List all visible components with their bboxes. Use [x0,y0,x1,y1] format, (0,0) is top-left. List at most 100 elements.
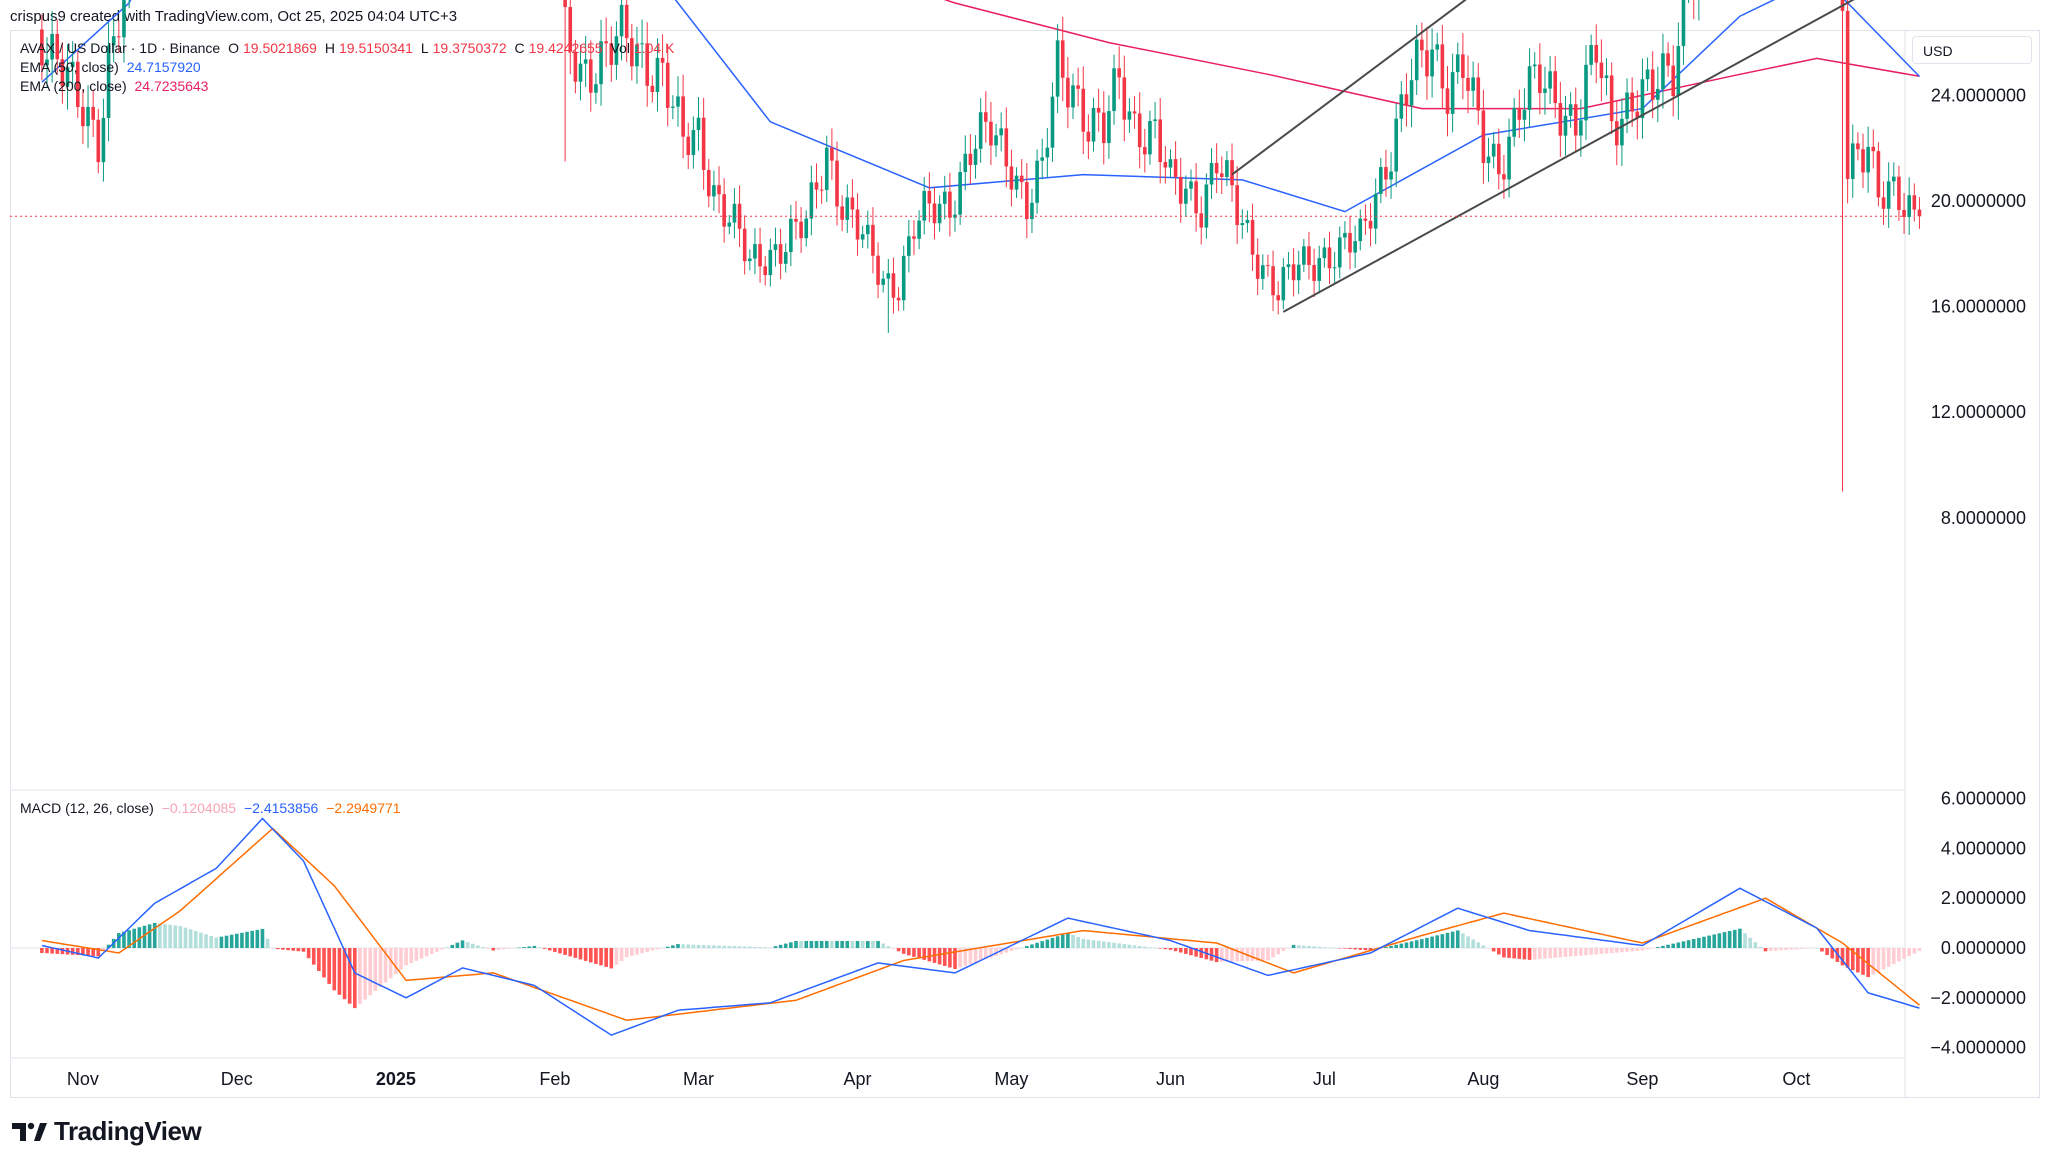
candle-body [1461,54,1465,78]
macd-histogram-bar [306,948,311,959]
macd-histogram-bar [491,948,496,951]
time-tick-label: Mar [683,1069,714,1089]
macd-histogram-bar [927,948,932,962]
macd-histogram-bar [122,931,126,948]
macd-histogram-bar [147,924,152,948]
candle-body [1496,143,1501,175]
macd-histogram-bar [1502,948,1506,958]
macd-histogram-bar [1861,948,1865,975]
macd-histogram-bar [1763,948,1768,952]
candle-body [1040,157,1045,161]
candle-body [1635,111,1640,119]
candle-body [1897,176,1901,210]
macd-histogram-bar [1548,948,1552,959]
macd-histogram-bar [799,941,803,948]
candle-body [1599,62,1604,79]
macd-histogram-bar [440,948,444,950]
legend-ema50-value: 24.7157920 [126,59,201,75]
candle-body [1307,246,1311,265]
macd-histogram-bar [394,948,398,974]
macd-histogram-bar [117,933,121,948]
macd-histogram-bar [1774,948,1778,951]
candle-body [1004,128,1009,167]
candle-body [814,182,819,190]
channel-trendline [1282,0,1855,313]
candle-body [1866,146,1870,173]
candle-body [1266,265,1270,267]
candle-body [1476,77,1481,111]
legend-main[interactable]: AVAX / US Dollar · 1D · Binance O 19.5021… [20,40,675,56]
candle-body [978,112,983,149]
time-tick-label: Aug [1467,1069,1499,1089]
candle-body [876,255,880,285]
candle-body [1856,143,1860,150]
macd-histogram-bar [158,923,162,948]
macd-histogram-bar [255,929,260,948]
macd-histogram-bar [958,948,962,968]
ema200-line [943,0,1920,110]
currency-selector[interactable]: USD [1912,36,2032,64]
macd-histogram-bar [1363,948,1368,951]
candle-body [624,4,629,39]
macd-histogram-bar [1440,934,1445,948]
time-tick-label: Dec [221,1069,253,1089]
time-tick-label: Sep [1626,1069,1658,1089]
candle-body [55,33,60,60]
macd-histogram-bar [881,943,885,948]
legend-ema200[interactable]: EMA (200, close) 24.7235643 [20,78,209,94]
candle-body [650,85,655,93]
candle-body [1553,71,1558,104]
macd-histogram-bar [1101,941,1106,948]
tradingview-logo-icon [12,1122,47,1141]
macd-histogram-bar [563,948,567,955]
macd-histogram-bar [824,941,829,948]
candle-body [1060,40,1065,78]
macd-tick-label: −2.0000000 [1930,988,2026,1008]
legend-macd[interactable]: MACD (12, 26, close) −0.1204085 −2.41538… [20,800,401,816]
candle-body [1050,96,1055,148]
macd-histogram-bar [347,948,352,1004]
macd-histogram-bar [1820,948,1824,952]
candle-body [1404,94,1409,106]
macd-histogram-bar [60,948,65,955]
candle-body [1348,232,1352,253]
macd-histogram-bar [193,930,198,948]
tradingview-logo[interactable]: TradingView [12,1116,202,1147]
macd-histogram-bar [640,948,644,954]
macd-histogram-bar [1681,941,1686,948]
macd-histogram-bar [1225,948,1229,962]
macd-histogram-bar [1435,935,1440,948]
time-tick-label: Jun [1156,1069,1185,1089]
macd-histogram-bar [948,948,952,968]
macd-histogram-bar [353,948,357,1009]
candle-body [1240,223,1245,226]
legend-ema50[interactable]: EMA (50, close) 24.7157920 [20,59,201,75]
candle-body [1425,50,1429,77]
macd-histogram-bar [1296,945,1301,948]
candle-body [75,61,80,108]
macd-histogram-bar [260,928,265,948]
macd-histogram-bar [819,941,824,948]
macd-histogram-bar [1779,948,1783,951]
channel-trendline [1231,0,1467,176]
macd-histogram-bar [137,927,142,948]
candle-body [1625,92,1629,119]
macd-histogram-bar [866,941,870,948]
candle-body [1255,254,1260,279]
macd-histogram-bar [168,924,172,948]
candle-body [1420,39,1424,51]
macd-histogram-bar [1640,948,1645,951]
macd-histogram-bar [55,948,60,954]
macd-histogram-bar [973,948,978,963]
macd-histogram-bar [1127,944,1132,948]
macd-histogram-bar [86,948,90,956]
macd-histogram-bar [635,948,639,955]
macd-histogram-bar [378,948,383,987]
macd-histogram-bar [942,948,947,966]
candle-body [1071,85,1075,108]
candle-body [1214,162,1219,174]
candle-body [901,255,906,301]
macd-histogram-bar [152,922,157,948]
candle-body [81,107,85,127]
